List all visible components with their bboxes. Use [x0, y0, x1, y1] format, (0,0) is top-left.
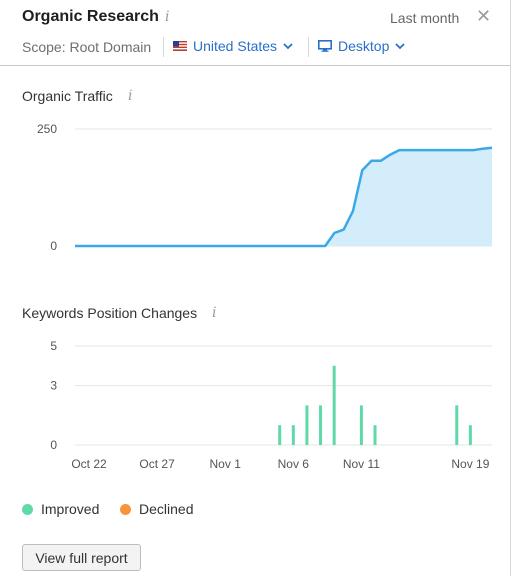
- x-tick-label: Oct 27: [139, 457, 175, 471]
- y-tick-label: 250: [37, 122, 57, 136]
- x-tick-label: Nov 19: [451, 457, 489, 471]
- country-label: United States: [193, 38, 278, 54]
- y-tick-label: 3: [50, 379, 57, 393]
- bar: [468, 425, 472, 445]
- bar: [278, 425, 282, 445]
- organic-traffic-chart: 250 0: [37, 122, 493, 253]
- info-icon[interactable]: i: [128, 88, 133, 104]
- bar: [319, 405, 323, 445]
- device-dropdown[interactable]: Desktop: [318, 38, 405, 54]
- declined-dot-icon: [120, 503, 131, 515]
- period-label: Last month: [390, 10, 460, 26]
- bar: [373, 425, 377, 445]
- legend-declined-label: Declined: [139, 501, 194, 517]
- traffic-area: [75, 147, 492, 246]
- divider: [163, 37, 164, 57]
- us-flag-icon: [173, 41, 187, 51]
- organic-traffic-title: Organic Traffic: [22, 88, 113, 104]
- view-full-report-button[interactable]: View full report: [22, 544, 141, 571]
- x-tick-label: Nov 6: [278, 457, 310, 471]
- bar: [359, 405, 363, 445]
- keywords-changes-chart: 5 3 0 Oct 22 Oct 27 Nov 1 Nov 6 Nov 11 Nov 19: [50, 339, 492, 471]
- y-tick-label: 5: [50, 339, 57, 353]
- bar: [291, 425, 295, 445]
- close-icon[interactable]: ✕: [476, 6, 492, 26]
- traffic-line: [75, 146, 493, 248]
- bar: [305, 405, 309, 445]
- info-icon[interactable]: i: [165, 9, 170, 25]
- desktop-icon: [318, 40, 332, 52]
- bar: [332, 365, 336, 445]
- x-tick-label: Oct 22: [71, 457, 107, 471]
- widget-body: [0, 66, 511, 576]
- legend-declined[interactable]: Declined: [120, 501, 193, 517]
- divider: [308, 37, 309, 57]
- chevron-down-icon: [395, 43, 405, 50]
- scope-label: Scope: Root Domain: [22, 39, 152, 55]
- widget-header: Organic Research i Last month ✕ Scope: R…: [0, 0, 511, 66]
- keywords-changes-title: Keywords Position Changes: [22, 305, 198, 321]
- country-dropdown[interactable]: United States: [173, 38, 293, 54]
- improved-dot-icon: [22, 503, 33, 515]
- chevron-down-icon: [283, 43, 293, 50]
- info-icon[interactable]: i: [212, 305, 217, 321]
- legend-improved[interactable]: Improved: [22, 501, 99, 517]
- x-tick-label: Nov 1: [210, 457, 242, 471]
- y-tick-label: 0: [50, 239, 57, 253]
- y-tick-label: 0: [50, 438, 57, 452]
- bar: [455, 405, 459, 445]
- legend-improved-label: Improved: [41, 501, 100, 517]
- device-label: Desktop: [338, 38, 390, 54]
- x-tick-label: Nov 11: [343, 457, 380, 471]
- widget-title: Organic Research: [22, 8, 159, 25]
